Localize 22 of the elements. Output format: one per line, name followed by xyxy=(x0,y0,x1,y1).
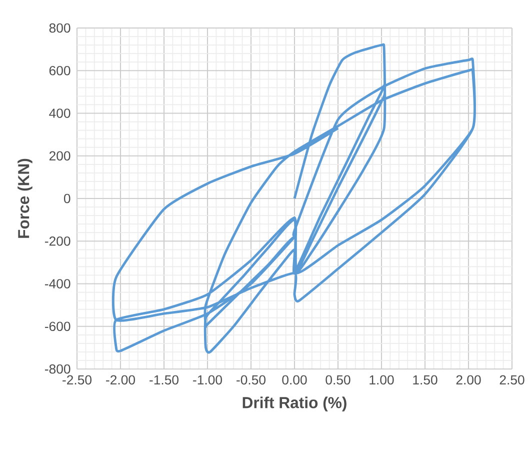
y-tick-label: 800 xyxy=(49,23,70,33)
y-tick-label: -200 xyxy=(44,236,70,246)
y-tick-label: -800 xyxy=(44,364,70,374)
y-tick-label: -600 xyxy=(44,322,70,332)
x-tick-label: -0.50 xyxy=(236,375,266,385)
x-tick-label: 2.50 xyxy=(500,375,524,385)
x-tick-label: -2.50 xyxy=(62,375,92,385)
y-tick-label: 400 xyxy=(49,108,70,118)
x-tick-label: 1.50 xyxy=(413,375,438,385)
y-tick-label: 600 xyxy=(49,66,70,76)
x-tick-label: -1.00 xyxy=(193,375,222,385)
y-tick-label: -400 xyxy=(44,279,70,288)
y-axis-title: Force (KN) xyxy=(18,158,32,238)
y-tick-label: 200 xyxy=(49,151,70,161)
x-tick-label: 1.00 xyxy=(370,375,394,385)
x-tick-label: 0.50 xyxy=(326,375,350,385)
x-axis-title: Drift Ratio (%) xyxy=(242,396,346,412)
x-tick-label: 2.00 xyxy=(456,375,481,385)
x-tick-label: -2.00 xyxy=(106,375,135,385)
x-tick-label: -1.50 xyxy=(150,375,178,385)
y-tick-label: 0 xyxy=(64,194,70,204)
x-tick-label: 0.00 xyxy=(282,375,307,385)
